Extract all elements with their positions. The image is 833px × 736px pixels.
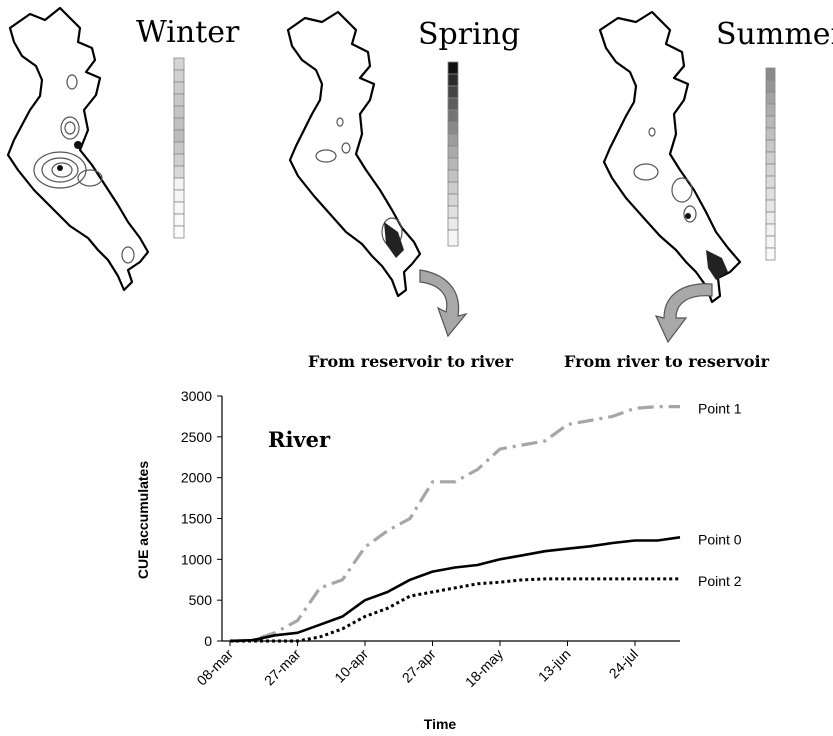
x-tick-label: 18-may: [462, 646, 506, 690]
chart-title: River: [268, 427, 331, 452]
hotspot: [74, 141, 82, 149]
y-axis: 0 500 1000 1500 2000 2500 3000: [181, 388, 223, 649]
series-line-point-1: [229, 405, 680, 643]
color-scale-spring: [447, 61, 459, 247]
x-tick-label: 27-mar: [261, 646, 304, 689]
hotspot: [685, 213, 691, 219]
x-tick-label: 08-mar: [193, 646, 236, 689]
contour-lines: [633, 127, 697, 223]
map-panel-spring: Spring From reservoir to river: [286, 10, 520, 371]
y-tick-label: 2500: [181, 429, 212, 445]
y-tick-label: 1500: [181, 511, 212, 527]
hotspot: [384, 222, 404, 258]
flow-arrow-icon: [419, 269, 468, 338]
map-panel-summer: Summer From river to reservoir: [564, 10, 833, 371]
series-label: Point 1: [698, 401, 742, 417]
x-tick-label: 10-apr: [331, 646, 371, 686]
color-scale-summer: [765, 67, 776, 261]
x-tick-label: 24-jul: [606, 646, 642, 682]
y-tick-label: 1000: [181, 551, 212, 567]
x-axis: 08-mar 27-mar 10-apr 27-apr 18-may 13-jun 24-j…: [193, 640, 680, 690]
flow-arrow-icon: [654, 283, 713, 344]
series-line-point-2: [230, 577, 680, 643]
map-panel-winter: Winter: [6, 6, 240, 292]
series-line-point-0: [229, 536, 681, 643]
season-title-summer: Summer: [716, 17, 833, 52]
season-title-spring: Spring: [418, 17, 520, 52]
y-tick-label: 0: [204, 633, 212, 649]
y-tick-label: 3000: [181, 388, 212, 404]
x-tick-label: 13-jun: [535, 646, 574, 685]
flow-label-summer: From river to reservoir: [564, 352, 770, 371]
contour-lines: [33, 74, 135, 264]
y-tick-label: 500: [189, 592, 213, 608]
series-label: Point 0: [698, 531, 742, 547]
reservoir-outline: [598, 10, 742, 304]
flow-label-spring: From reservoir to river: [308, 352, 514, 371]
cue-line-chart: 0 500 1000 1500 2000 2500 3000 08-mar 27-mar 10-…: [135, 388, 742, 732]
hotspot: [706, 250, 728, 280]
y-axis-label: CUE accumulates: [135, 461, 151, 579]
series-label: Point 2: [698, 573, 742, 589]
x-tick-label: 27-apr: [399, 646, 439, 686]
color-scale-winter: [173, 57, 185, 239]
hotspot: [57, 165, 63, 171]
season-title-winter: Winter: [136, 15, 240, 50]
y-tick-label: 2000: [181, 470, 212, 486]
x-axis-label: Time: [424, 716, 457, 732]
